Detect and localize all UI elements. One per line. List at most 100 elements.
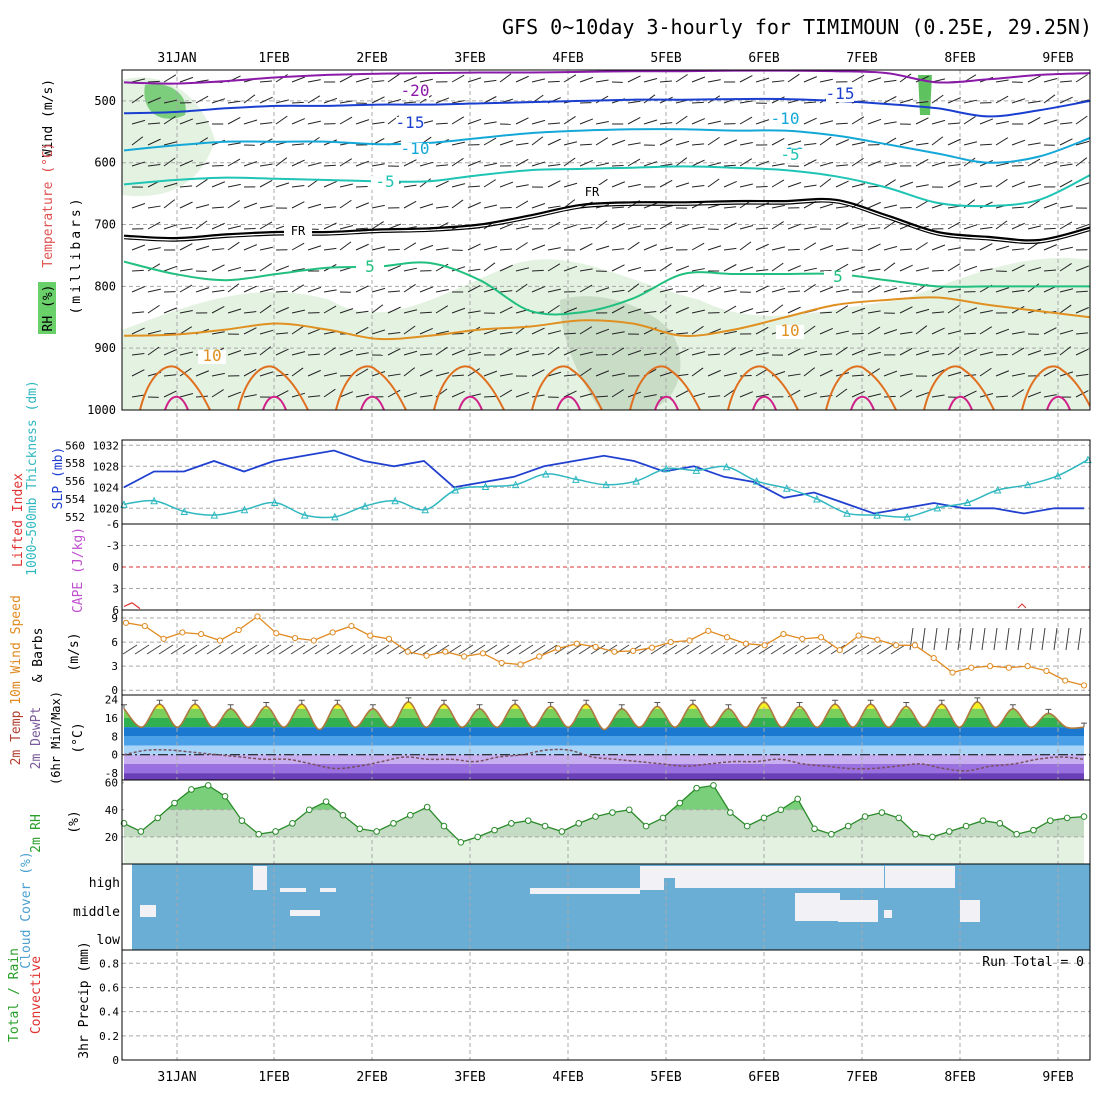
date-label-bottom: 8FEB — [944, 1070, 975, 1085]
wind-barb — [723, 289, 737, 293]
temp-minmax-tick — [689, 699, 696, 705]
wind-barb — [355, 285, 369, 293]
rh-shading — [122, 75, 1090, 410]
wind-barb — [403, 367, 416, 377]
surface-barb — [230, 644, 246, 655]
wind-barb — [979, 118, 994, 125]
wind-barb — [819, 161, 834, 167]
cloud-level-label: middle — [73, 905, 120, 920]
wind-barb — [355, 119, 370, 125]
wind-barb — [179, 309, 193, 314]
wind-barb — [323, 289, 337, 293]
wind-barb — [195, 287, 210, 293]
wind-barb — [995, 162, 1009, 167]
wind-barb — [979, 326, 993, 335]
surface-barb — [302, 644, 318, 655]
wind-barb — [611, 347, 625, 356]
wind-barb — [131, 352, 145, 356]
wind-barb — [275, 74, 288, 83]
wind-barb — [339, 100, 353, 104]
wind-barb — [707, 286, 722, 293]
wind-barb — [547, 164, 561, 167]
wind-barb — [1043, 327, 1057, 335]
dewpt-line — [123, 748, 1085, 772]
wind-barb — [547, 247, 561, 251]
wind-barb — [771, 80, 785, 83]
wind-barb — [1059, 304, 1072, 314]
minmax-axis-label: (6hr Min/Max) — [49, 691, 63, 785]
wind-barb — [563, 332, 576, 335]
wind-barb — [947, 164, 961, 167]
contour-15 — [727, 365, 799, 410]
cloud-cell — [860, 866, 884, 888]
wind-barb — [259, 346, 272, 356]
wind-speed-marker — [761, 642, 768, 649]
wind-barb — [339, 75, 353, 83]
rh-marker — [474, 833, 481, 841]
wind-barb — [963, 390, 977, 398]
wind-barb — [163, 307, 178, 314]
wind-barb — [243, 311, 257, 314]
wind-speed-marker — [423, 652, 430, 659]
contour-FR-double — [123, 201, 1091, 244]
wind-barb — [339, 199, 352, 209]
contour-label-bg — [826, 88, 854, 102]
cloud-cell — [884, 910, 892, 918]
wind-barb — [1059, 221, 1073, 230]
wind-barb — [995, 178, 1008, 188]
wind-speed-marker — [874, 636, 881, 643]
wind-speed-marker — [160, 635, 167, 642]
surface-barb — [422, 644, 438, 655]
thickness-tick: 556 — [65, 475, 85, 488]
wind-barb — [259, 163, 273, 167]
rh-shade-mid — [560, 296, 681, 410]
wind-barb — [387, 389, 401, 398]
wind-barb — [691, 159, 705, 167]
wind-barb — [499, 290, 513, 293]
wind-barb — [323, 222, 337, 230]
wind-barb — [803, 392, 818, 398]
rh-marker — [305, 806, 313, 814]
surface-barb — [782, 644, 798, 655]
temp-minmax-tick — [369, 704, 376, 709]
surface-barb — [1053, 627, 1058, 651]
thickness-tick: 554 — [65, 493, 85, 506]
date-label-top: 6FEB — [748, 51, 779, 66]
temp-band — [124, 745, 1084, 755]
li-tick: 0 — [112, 561, 119, 574]
wind-barb — [691, 325, 704, 335]
wind-barb — [803, 226, 817, 230]
wind-barb — [883, 287, 898, 293]
wind-barb — [675, 115, 688, 125]
wind-barb — [739, 391, 754, 398]
wind-barb — [419, 78, 433, 83]
wind-barb — [643, 244, 657, 251]
wind-barb — [291, 184, 305, 188]
contour-label: FR — [291, 224, 306, 238]
temp-band — [124, 773, 1084, 780]
wind-barb — [339, 374, 352, 377]
rh-marker — [188, 786, 195, 793]
wind-barb — [1011, 98, 1026, 104]
contour-15 — [825, 365, 897, 410]
wind-speed-marker — [1080, 682, 1088, 689]
wind-barb — [147, 138, 161, 146]
wind-barb — [259, 122, 273, 125]
contour-label-bg — [371, 176, 399, 190]
wind-barb — [675, 157, 688, 167]
wind-barb — [819, 369, 833, 377]
wind-barb — [1059, 346, 1072, 356]
wind-barb — [691, 392, 706, 398]
wind-barb — [547, 330, 562, 335]
wind-barb — [755, 119, 770, 125]
wind-barb — [611, 331, 625, 335]
wind-barb — [1011, 347, 1025, 356]
wind-speed-marker — [986, 663, 994, 670]
wind-speed-marker — [404, 648, 411, 655]
wind-barb — [563, 348, 577, 356]
wind-barb — [147, 330, 162, 335]
wind-speed-marker — [348, 622, 355, 630]
wind-barb — [611, 139, 626, 146]
wind-barb — [1043, 368, 1057, 377]
date-label-top: 2FEB — [356, 51, 387, 66]
